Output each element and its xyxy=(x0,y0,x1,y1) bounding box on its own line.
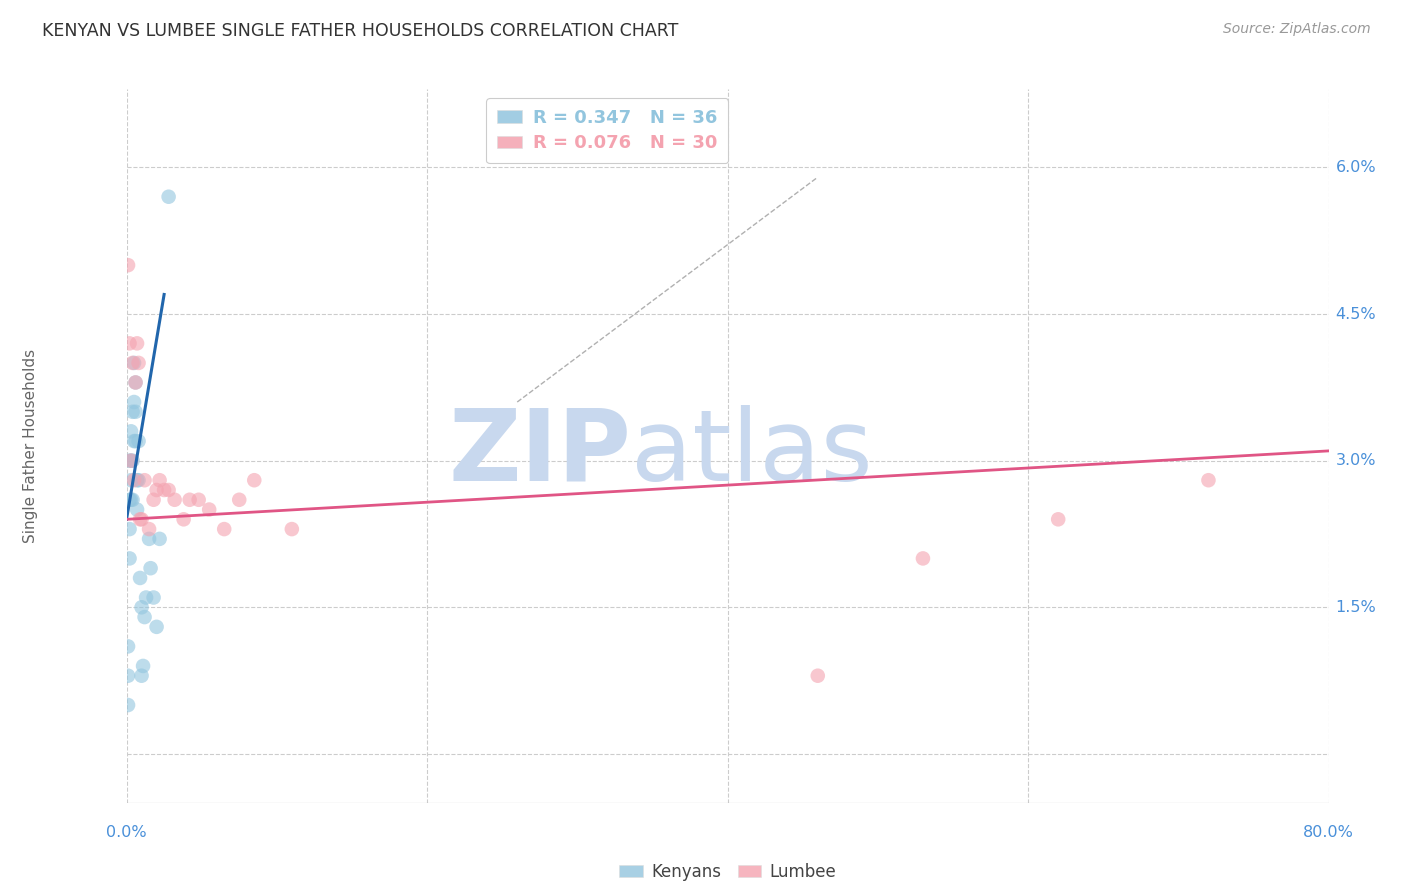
Point xyxy=(125,502,148,516)
Point xyxy=(128,473,150,487)
Point xyxy=(121,405,143,419)
Text: KENYAN VS LUMBEE SINGLE FATHER HOUSEHOLDS CORRELATION CHART: KENYAN VS LUMBEE SINGLE FATHER HOUSEHOLD… xyxy=(42,22,679,40)
Point xyxy=(1197,473,1219,487)
Point xyxy=(145,483,167,497)
Point xyxy=(121,356,143,370)
Point xyxy=(120,453,142,467)
Point xyxy=(120,425,142,439)
Point xyxy=(157,483,180,497)
Point xyxy=(118,492,141,507)
Point xyxy=(121,492,143,507)
Point xyxy=(135,591,157,605)
Point xyxy=(117,640,139,654)
Point xyxy=(198,502,221,516)
Point xyxy=(128,356,150,370)
Point xyxy=(163,492,186,507)
Point xyxy=(122,473,145,487)
Point xyxy=(117,698,139,712)
Point xyxy=(118,336,141,351)
Point xyxy=(243,473,266,487)
Point xyxy=(120,473,142,487)
Point xyxy=(122,434,145,449)
Point xyxy=(131,669,153,683)
Point xyxy=(138,522,160,536)
Point xyxy=(281,522,304,536)
Point xyxy=(138,532,160,546)
Point xyxy=(134,473,156,487)
Point xyxy=(153,483,176,497)
Point xyxy=(122,395,145,409)
Point xyxy=(139,561,162,575)
Point xyxy=(121,453,143,467)
Point xyxy=(118,453,141,467)
Point xyxy=(117,258,139,272)
Text: 6.0%: 6.0% xyxy=(1336,160,1376,175)
Text: 3.0%: 3.0% xyxy=(1336,453,1376,468)
Point xyxy=(149,532,172,546)
Text: Single Father Households: Single Father Households xyxy=(24,349,38,543)
Point xyxy=(128,434,150,449)
Text: 4.5%: 4.5% xyxy=(1336,307,1376,321)
Point xyxy=(117,669,139,683)
Point xyxy=(125,473,148,487)
Point xyxy=(149,473,172,487)
Point xyxy=(145,620,167,634)
Point xyxy=(132,659,155,673)
Text: atlas: atlas xyxy=(631,405,873,501)
Point xyxy=(120,492,142,507)
Point xyxy=(125,336,148,351)
Point xyxy=(118,551,141,566)
Point xyxy=(212,522,235,536)
Point xyxy=(129,512,152,526)
Point xyxy=(1047,512,1070,526)
Point xyxy=(124,434,146,449)
Text: 1.5%: 1.5% xyxy=(1336,599,1376,615)
Point xyxy=(131,600,153,615)
Point xyxy=(173,512,195,526)
Point xyxy=(124,376,146,390)
Point xyxy=(187,492,209,507)
Legend: Kenyans, Lumbee: Kenyans, Lumbee xyxy=(613,856,842,888)
Text: 80.0%: 80.0% xyxy=(1303,825,1354,840)
Point xyxy=(129,571,152,585)
Point xyxy=(807,669,830,683)
Text: 0.0%: 0.0% xyxy=(107,825,146,840)
Point xyxy=(142,591,165,605)
Point xyxy=(120,453,142,467)
Point xyxy=(134,610,156,624)
Point xyxy=(142,492,165,507)
Point xyxy=(179,492,201,507)
Point xyxy=(122,356,145,370)
Point xyxy=(911,551,934,566)
Point xyxy=(124,376,146,390)
Point xyxy=(157,190,180,204)
Point xyxy=(131,512,153,526)
Point xyxy=(124,405,146,419)
Text: Source: ZipAtlas.com: Source: ZipAtlas.com xyxy=(1223,22,1371,37)
Point xyxy=(118,522,141,536)
Point xyxy=(228,492,250,507)
Text: ZIP: ZIP xyxy=(449,405,631,501)
